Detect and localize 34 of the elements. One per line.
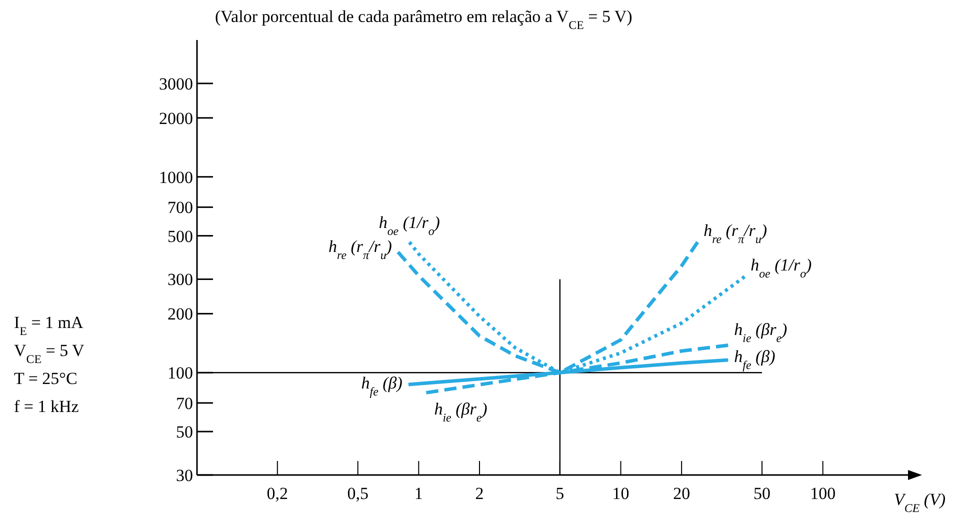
chart-title: (Valor porcentual de cada parâmetro em relação a V$_{CE}$ = 5 V) [215,7,632,32]
y-tick-label: 200 [168,304,193,324]
y-tick-label: 2000 [159,108,193,128]
text: T = 25°C [14,369,78,388]
x-tick-label: 0,5 [347,484,368,503]
series-label: h$_{oe}$ (1/r$_{o}$) [750,256,812,281]
x-tick-label: 20 [673,484,690,503]
text: h$_{oe}$ (1/r$_{o}$) [378,213,440,238]
x-tick-label: 50 [753,484,770,503]
x-tick-label: 10 [612,484,630,503]
x-tick-label: 0,2 [266,484,288,503]
x-tick-label: 2 [475,484,484,503]
y-tick-label: 70 [176,394,193,413]
y-tick-label: 500 [168,226,193,246]
x-tick-label: 1 [414,484,423,503]
text: V$_{CE}$ = 5 V [14,341,86,366]
x-tick-label: 100 [810,484,836,503]
x-tick-label: 5 [556,484,564,503]
text: h$_{re}$ (r$_{π}$/r$_{u}$) [704,221,768,246]
y-tick-label: 700 [168,198,193,218]
series-label: h$_{re}$ (r$_{π}$/r$_{u}$) [328,237,392,262]
series-label: h$_{ie}$ (βr$_{e}$) [734,320,788,346]
y-tick-label: 300 [168,270,193,290]
x-axis-title: V$_{CE}$ (V) [894,490,946,515]
y-tick-label: 30 [176,466,193,485]
y-tick-label: 3000 [159,74,193,94]
y-tick-label: 50 [176,422,193,442]
text: f = 1 kHz [14,397,80,416]
series-label: h$_{fe}$ (β) [734,347,776,372]
text: h$_{ie}$ (βr$_{e}$) [434,400,488,425]
y-tick-label: 100 [168,364,193,383]
text: h$_{fe}$ (β) [361,373,402,398]
y-tick-label: 1000 [159,168,193,187]
text: I$_{E}$ = 1 mA [14,313,84,338]
